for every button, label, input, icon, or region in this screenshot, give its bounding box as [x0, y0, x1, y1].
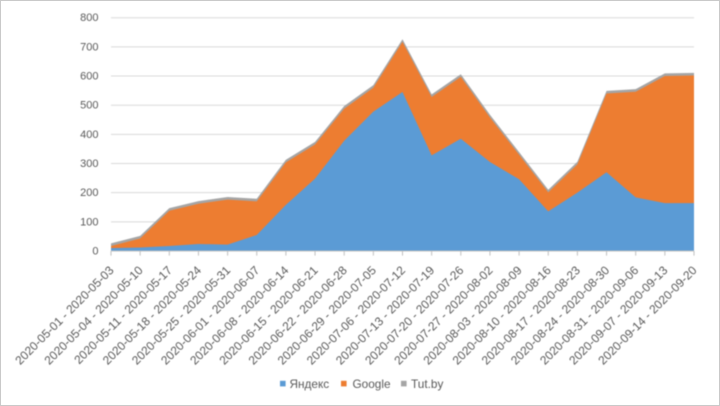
- svg-text:700: 700: [80, 41, 98, 53]
- svg-text:500: 500: [80, 100, 98, 112]
- svg-text:100: 100: [80, 216, 98, 228]
- svg-text:Google: Google: [353, 377, 391, 391]
- svg-text:300: 300: [80, 158, 98, 170]
- svg-text:800: 800: [80, 12, 98, 24]
- svg-text:200: 200: [80, 187, 98, 199]
- svg-text:Яндекс: Яндекс: [290, 377, 330, 391]
- svg-text:600: 600: [80, 71, 98, 83]
- svg-text:Tut.by: Tut.by: [411, 377, 443, 391]
- svg-text:400: 400: [80, 129, 98, 141]
- svg-text:0: 0: [92, 246, 98, 258]
